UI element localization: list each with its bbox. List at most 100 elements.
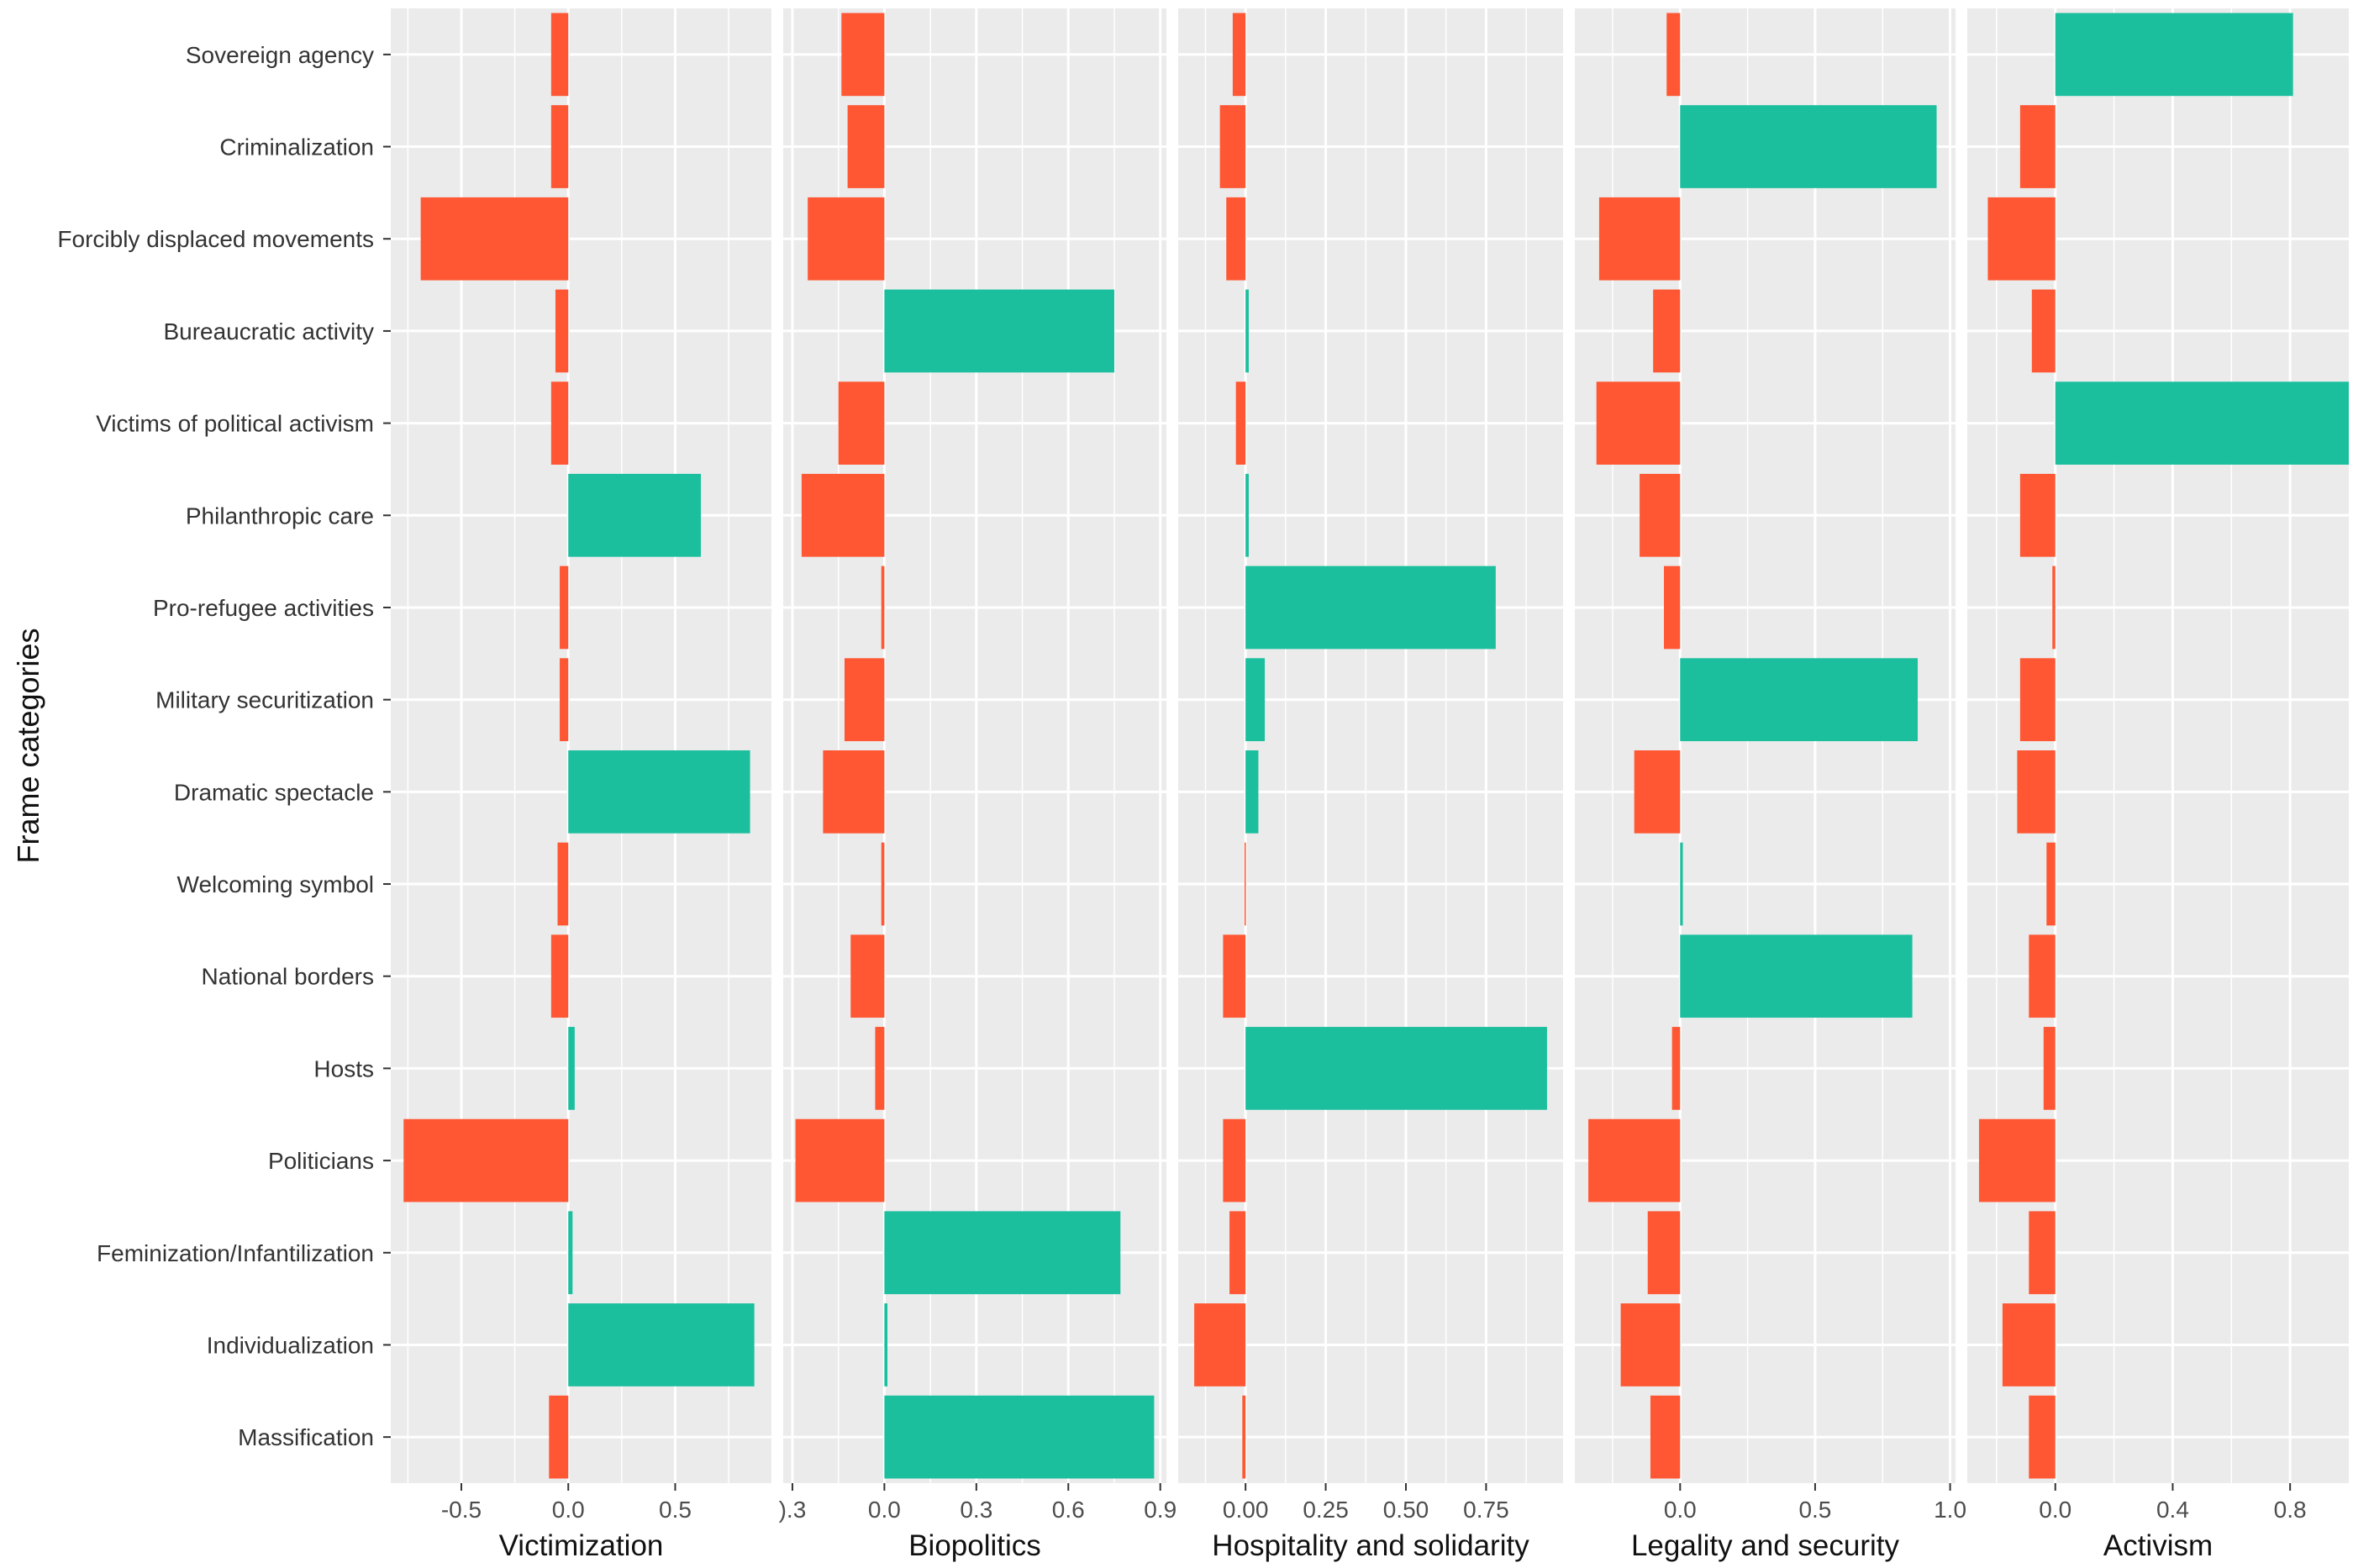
- bar-victimization-4: [555, 289, 569, 373]
- category-label: Military securitization: [155, 687, 374, 713]
- bar-biopolitics-3: [808, 197, 885, 281]
- bar-biopolitics-9: [823, 750, 885, 834]
- bar-activism-5: [2055, 381, 2349, 465]
- bar-biopolitics-10: [881, 842, 885, 926]
- bar-legality-and-security-13: [1588, 1118, 1681, 1202]
- bar-victimization-11: [550, 934, 569, 1018]
- category-label: Dramatic spectacle: [174, 779, 374, 805]
- bar-victimization-9: [568, 750, 750, 834]
- category-axis: Sovereign agency Criminalization Forcibly …: [57, 42, 391, 1450]
- bar-hospitality-and-solidarity-12: [1245, 1027, 1547, 1110]
- bar-legality-and-security-11: [1680, 934, 1913, 1018]
- bar-hospitality-and-solidarity-3: [1226, 197, 1246, 281]
- panel-activism: 0.0 0.4 0.8 Activism: [1967, 8, 2349, 1562]
- bar-hospitality-and-solidarity-1: [1232, 13, 1246, 97]
- bar-hospitality-and-solidarity-11: [1223, 934, 1246, 1018]
- bar-hospitality-and-solidarity-10: [1245, 842, 1246, 926]
- bar-biopolitics-5: [838, 381, 885, 465]
- bar-hospitality-and-solidarity-16: [1242, 1395, 1246, 1479]
- panel-title: Victimization: [499, 1529, 664, 1562]
- bar-activism-7: [2052, 566, 2056, 650]
- x-tick-label: 0.0: [868, 1497, 901, 1523]
- bar-victimization-6: [568, 473, 702, 557]
- bar-hospitality-and-solidarity-9: [1245, 750, 1259, 834]
- bar-activism-16: [2029, 1395, 2056, 1479]
- x-tick-label: 0.9: [1144, 1497, 1176, 1523]
- x-tick-label: -0.5: [441, 1497, 482, 1523]
- bar-biopolitics-7: [881, 566, 885, 650]
- x-tick-label: 0.25: [1303, 1497, 1349, 1523]
- category-label: Individualization: [207, 1332, 374, 1358]
- bar-hospitality-and-solidarity-13: [1223, 1118, 1246, 1202]
- category-label: Philanthropic care: [186, 502, 374, 529]
- x-tick-label: 0.5: [1798, 1497, 1831, 1523]
- bar-activism-10: [2046, 842, 2056, 926]
- x-tick-label: 0.6: [1052, 1497, 1085, 1523]
- bar-victimization-12: [568, 1027, 575, 1110]
- category-label: Hosts: [313, 1055, 374, 1081]
- x-tick-label: 0.0: [1664, 1497, 1697, 1523]
- panel-hospitality-and-solidarity: 0.00 0.25 0.50 0.75 Hospitality and solidari…: [1178, 8, 1563, 1562]
- x-tick-label: 0.0: [2039, 1497, 2071, 1523]
- bar-hospitality-and-solidarity-4: [1245, 289, 1249, 373]
- bar-legality-and-security-10: [1680, 842, 1683, 926]
- bar-hospitality-and-solidarity-7: [1245, 566, 1496, 650]
- panel-biopolitics: ).3 0.0 0.3 0.6 0.9 Biopolitics: [779, 8, 1176, 1562]
- panel-title: Activism: [2103, 1529, 2213, 1562]
- bar-victimization-14: [568, 1211, 573, 1295]
- bar-activism-3: [1987, 197, 2056, 281]
- bar-activism-2: [2019, 105, 2056, 188]
- bar-victimization-13: [403, 1118, 569, 1202]
- bar-biopolitics-13: [795, 1118, 885, 1202]
- bar-legality-and-security-3: [1598, 197, 1681, 281]
- category-label: Welcoming symbol: [177, 871, 374, 897]
- bar-biopolitics-6: [801, 473, 885, 557]
- bar-biopolitics-11: [850, 934, 885, 1018]
- bar-legality-and-security-2: [1680, 105, 1937, 188]
- bar-legality-and-security-14: [1647, 1211, 1681, 1295]
- chart-panels: -0.5 0.0 0.5 Victimization).3 0.0 0.3 0.6 0.9 Bi…: [391, 8, 2349, 1562]
- bar-activism-6: [2019, 473, 2056, 557]
- bar-biopolitics-12: [875, 1027, 885, 1110]
- category-label: National borders: [202, 964, 374, 990]
- x-tick-label: 0.5: [659, 1497, 692, 1523]
- bar-biopolitics-1: [841, 13, 885, 97]
- bar-victimization-16: [549, 1395, 569, 1479]
- bar-biopolitics-4: [884, 289, 1114, 373]
- bar-legality-and-security-9: [1634, 750, 1681, 834]
- bar-legality-and-security-7: [1664, 566, 1681, 650]
- panel-title: Legality and security: [1631, 1529, 1900, 1562]
- bar-biopolitics-2: [847, 105, 885, 188]
- bar-legality-and-security-6: [1640, 473, 1681, 557]
- bar-activism-14: [2029, 1211, 2056, 1295]
- bar-legality-and-security-16: [1650, 1395, 1681, 1479]
- bar-biopolitics-8: [844, 658, 885, 742]
- bar-victimization-15: [568, 1303, 755, 1386]
- bar-hospitality-and-solidarity-6: [1245, 473, 1249, 557]
- bar-biopolitics-16: [884, 1395, 1155, 1479]
- bar-activism-12: [2043, 1027, 2056, 1110]
- bar-hospitality-and-solidarity-14: [1229, 1211, 1246, 1295]
- bar-activism-15: [2002, 1303, 2056, 1386]
- bar-legality-and-security-15: [1620, 1303, 1681, 1386]
- bar-victimization-5: [550, 381, 569, 465]
- bar-legality-and-security-5: [1596, 381, 1681, 465]
- bar-activism-9: [2017, 750, 2056, 834]
- category-label: Massification: [238, 1424, 374, 1450]
- bar-hospitality-and-solidarity-8: [1245, 658, 1266, 742]
- bar-victimization-1: [550, 13, 569, 97]
- bar-biopolitics-15: [884, 1303, 888, 1386]
- category-label: Criminalization: [219, 134, 374, 160]
- category-label: Sovereign agency: [186, 42, 374, 68]
- x-tick-label: 0.00: [1223, 1497, 1269, 1523]
- bar-hospitality-and-solidarity-15: [1194, 1303, 1246, 1386]
- bar-legality-and-security-8: [1680, 658, 1919, 742]
- x-tick-label: 0.0: [552, 1497, 585, 1523]
- x-tick-label: 0.3: [960, 1497, 992, 1523]
- x-tick-label: ).3: [779, 1497, 807, 1523]
- category-label: Victims of political activism: [96, 411, 374, 437]
- bar-victimization-8: [560, 658, 569, 742]
- bar-hospitality-and-solidarity-5: [1235, 381, 1246, 465]
- panel-title: Hospitality and solidarity: [1212, 1529, 1529, 1562]
